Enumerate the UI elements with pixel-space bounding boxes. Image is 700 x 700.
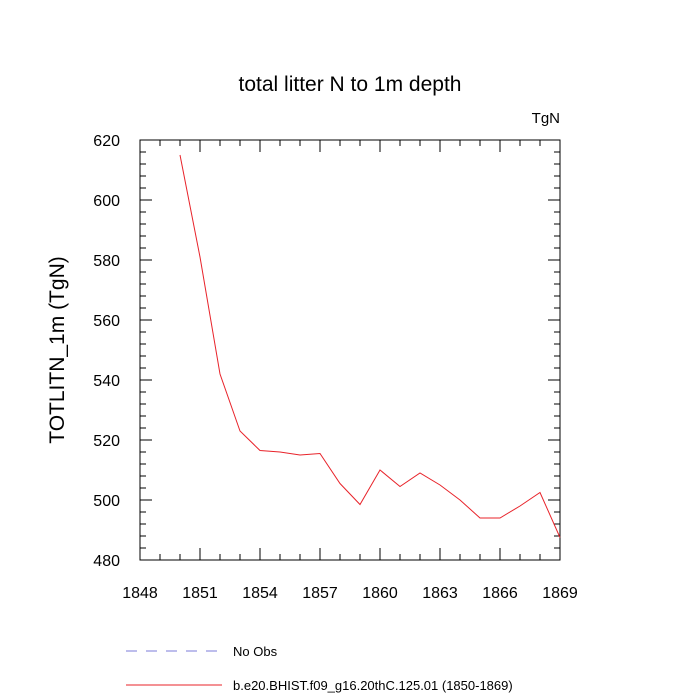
- x-tick-label: 1869: [542, 585, 578, 602]
- y-tick-label: 600: [93, 193, 120, 210]
- plot-frame: [139, 139, 561, 561]
- y-tick-labels: 480 500 520 540 560 580 600 620: [93, 133, 120, 570]
- series-lines: [179, 154, 561, 538]
- legend: No Obs b.e20.BHIST.f09_g16.20thC.125.01 …: [126, 644, 513, 693]
- major-ticks: [139, 139, 561, 561]
- y-tick-label: 480: [93, 553, 120, 570]
- y-tick-label: 540: [93, 373, 120, 390]
- y-tick-label: 520: [93, 433, 120, 450]
- x-tick-label: 1866: [482, 585, 518, 602]
- y-axis-label: TOTLITN_1m (TgN): [46, 256, 69, 443]
- y-tick-label: 620: [93, 133, 120, 150]
- x-tick-label: 1854: [242, 585, 278, 602]
- series-line-1: [179, 154, 561, 538]
- units-label: TgN: [532, 110, 560, 127]
- legend-label-no-obs: No Obs: [233, 644, 278, 659]
- x-tick-label: 1863: [422, 585, 458, 602]
- x-tick-label: 1851: [182, 585, 218, 602]
- legend-label-model-run: b.e20.BHIST.f09_g16.20thC.125.01 (1850-1…: [233, 678, 513, 693]
- y-tick-label: 560: [93, 313, 120, 330]
- minor-ticks: [140, 140, 560, 560]
- x-tick-label: 1857: [302, 585, 338, 602]
- y-tick-label: 500: [93, 493, 120, 510]
- x-tick-labels: 1848 1851 1854 1857 1860 1863 1866 1869: [122, 585, 578, 602]
- y-tick-label: 580: [93, 253, 120, 270]
- x-tick-label: 1848: [122, 585, 158, 602]
- chart-title: total litter N to 1m depth: [239, 73, 462, 96]
- x-tick-label: 1860: [362, 585, 398, 602]
